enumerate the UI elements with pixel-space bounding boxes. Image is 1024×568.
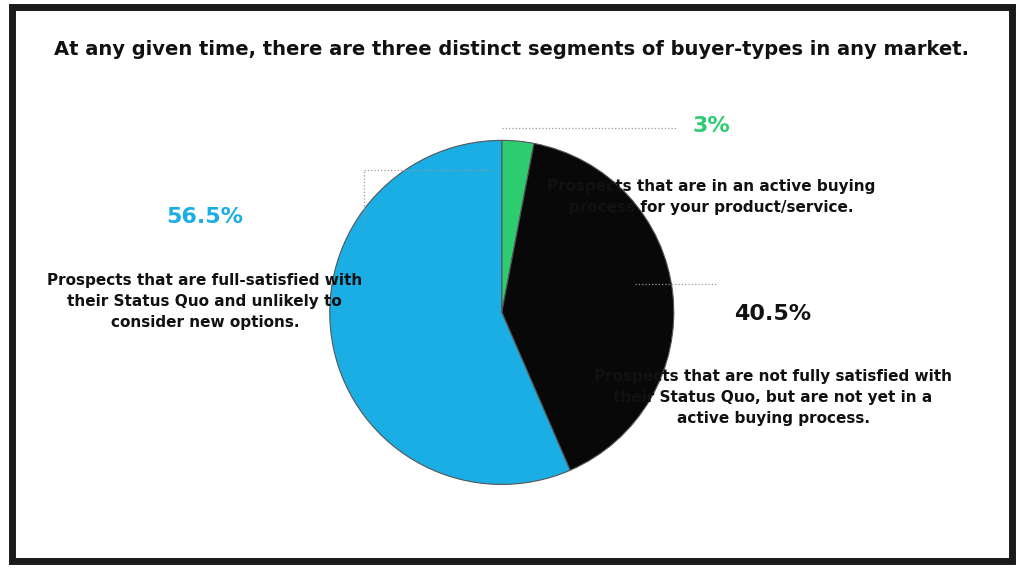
Text: Prospects that are in an active buying
process for your product/service.: Prospects that are in an active buying p… [548,179,876,215]
Text: 56.5%: 56.5% [166,207,244,227]
Wedge shape [502,143,674,470]
Text: At any given time, there are three distinct segments of buyer-types in any marke: At any given time, there are three disti… [54,40,970,59]
Text: 3%: 3% [693,116,730,136]
Text: Prospects that are full-satisfied with
their Status Quo and unlikely to
consider: Prospects that are full-satisfied with t… [47,273,362,329]
Text: 40.5%: 40.5% [734,304,812,324]
Text: Prospects that are not fully satisfied with
their Status Quo, but are not yet in: Prospects that are not fully satisfied w… [594,369,952,426]
Wedge shape [502,140,534,312]
Wedge shape [330,140,570,485]
